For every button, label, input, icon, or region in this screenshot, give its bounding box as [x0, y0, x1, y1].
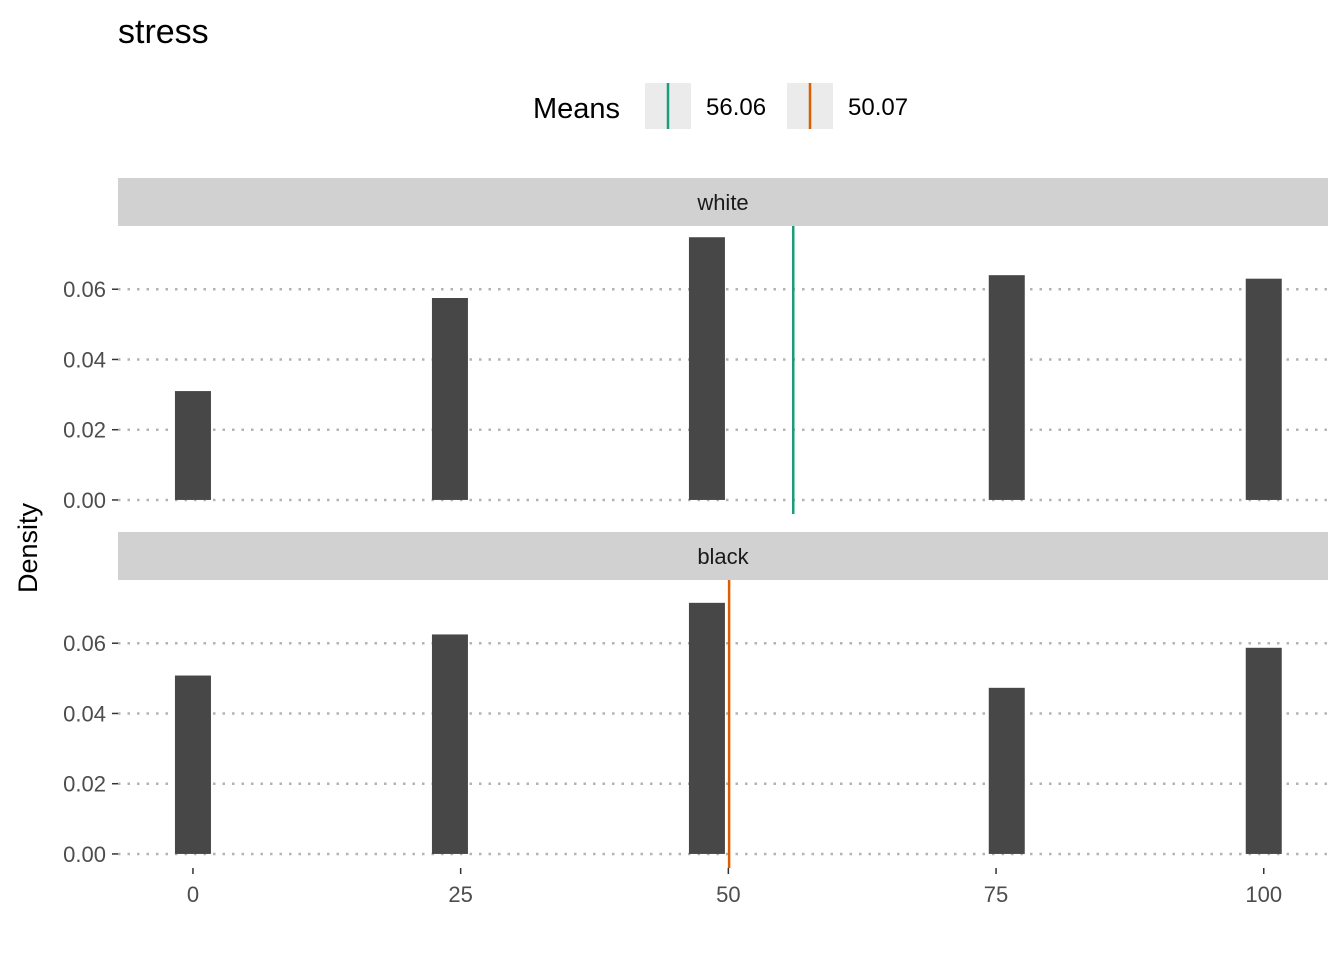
legend-title: Means — [533, 93, 620, 125]
y-axis-title: Density — [13, 502, 43, 593]
y-tick-label: 0.04 — [63, 701, 106, 726]
density-bar — [688, 602, 725, 854]
y-tick-label: 0.02 — [63, 418, 106, 443]
density-bar — [988, 687, 1025, 854]
x-tick-label: 0 — [187, 882, 199, 907]
density-bar — [1245, 647, 1282, 854]
y-tick-label: 0.06 — [63, 277, 106, 302]
y-tick-label: 0.00 — [63, 842, 106, 867]
chart-title: stress — [118, 13, 209, 51]
legend-label: 56.06 — [706, 94, 766, 121]
density-bar — [988, 275, 1025, 500]
facet-panels: white 0.00 0.02 0.04 0.06 black 0.00 0.02 0.04 0.… — [63, 178, 1328, 868]
x-tick-label: 100 — [1245, 882, 1282, 907]
panel-white: white 0.00 0.02 0.04 0.06 — [63, 178, 1328, 514]
legend-entry: 56.06 — [645, 83, 766, 129]
density-bar — [431, 298, 468, 500]
facet-strip-label: black — [697, 544, 749, 569]
facet-strip — [118, 532, 1328, 580]
density-bar — [1245, 278, 1282, 500]
y-tick-label: 0.04 — [63, 347, 106, 372]
facet-strip-label: white — [696, 190, 748, 215]
density-bar — [688, 237, 725, 500]
panel-black: black 0.00 0.02 0.04 0.06 — [63, 532, 1328, 868]
x-tick-label: 50 — [716, 882, 740, 907]
y-tick-label: 0.02 — [63, 772, 106, 797]
x-axis: 0 25 50 75 100 — [187, 868, 1282, 907]
legend: Means 56.06 50.07 — [533, 83, 908, 129]
density-bar — [174, 675, 211, 854]
y-tick-label: 0.00 — [63, 488, 106, 513]
density-bar — [431, 634, 468, 854]
x-tick-label: 25 — [448, 882, 472, 907]
legend-entry: 50.07 — [787, 83, 908, 129]
legend-label: 50.07 — [848, 94, 908, 121]
x-tick-label: 75 — [984, 882, 1008, 907]
density-bar — [174, 391, 211, 500]
facet-strip — [118, 178, 1328, 226]
y-tick-label: 0.06 — [63, 631, 106, 656]
